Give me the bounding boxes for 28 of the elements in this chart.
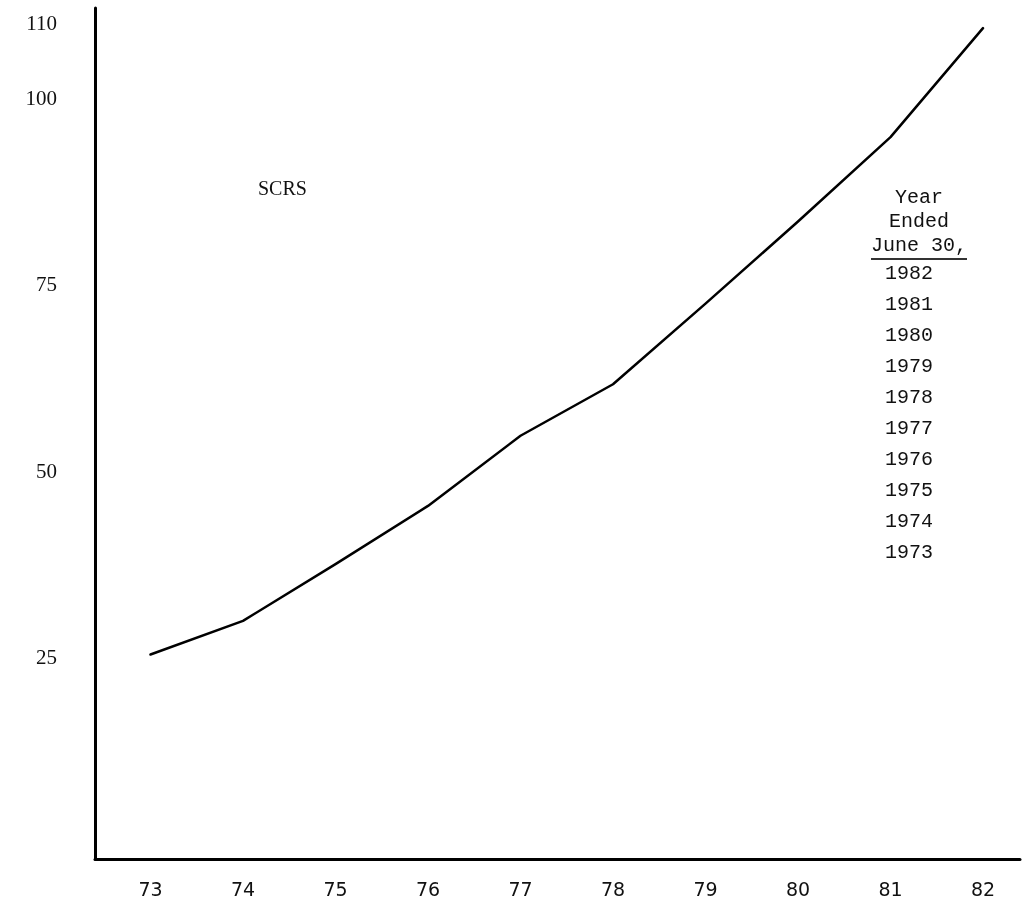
x-tick-label: 75 (323, 877, 348, 898)
x-tick-label: 81 (878, 877, 903, 898)
y-tick-label: 25 (36, 645, 57, 670)
x-tick-label: 82 (970, 877, 996, 898)
x-tick-label: 76 (415, 877, 441, 898)
x-tick-label: 77 (508, 877, 533, 898)
y-tick-label: 110 (26, 10, 57, 35)
annotation: 1976 (885, 448, 934, 472)
annotation: 1980 (885, 324, 934, 348)
annotation: 1978 (885, 386, 934, 410)
line-series (149, 26, 985, 656)
y-tick-label: 50 (36, 458, 57, 483)
x-tick-label: 74 (230, 877, 256, 898)
annotation: 1977 (885, 417, 934, 441)
annotation: 1982 (885, 262, 934, 286)
x-tick-label: 80 (785, 877, 811, 898)
annotation: 1975 (885, 479, 934, 503)
annotation: 1974 (885, 510, 934, 534)
annotation: 1973 (885, 541, 934, 565)
annotation: 1979 (885, 355, 934, 379)
annotation: 1981 (885, 293, 934, 317)
x-tick-label: 73 (138, 877, 163, 898)
annotation: SCRS (258, 176, 307, 200)
annotation: Year Ended June 30, (871, 186, 968, 260)
x-tick-label: 78 (600, 877, 626, 898)
x-tick-label: 79 (693, 877, 718, 898)
y-tick-label: 75 (36, 272, 57, 297)
y-tick-label: 100 (25, 85, 57, 110)
